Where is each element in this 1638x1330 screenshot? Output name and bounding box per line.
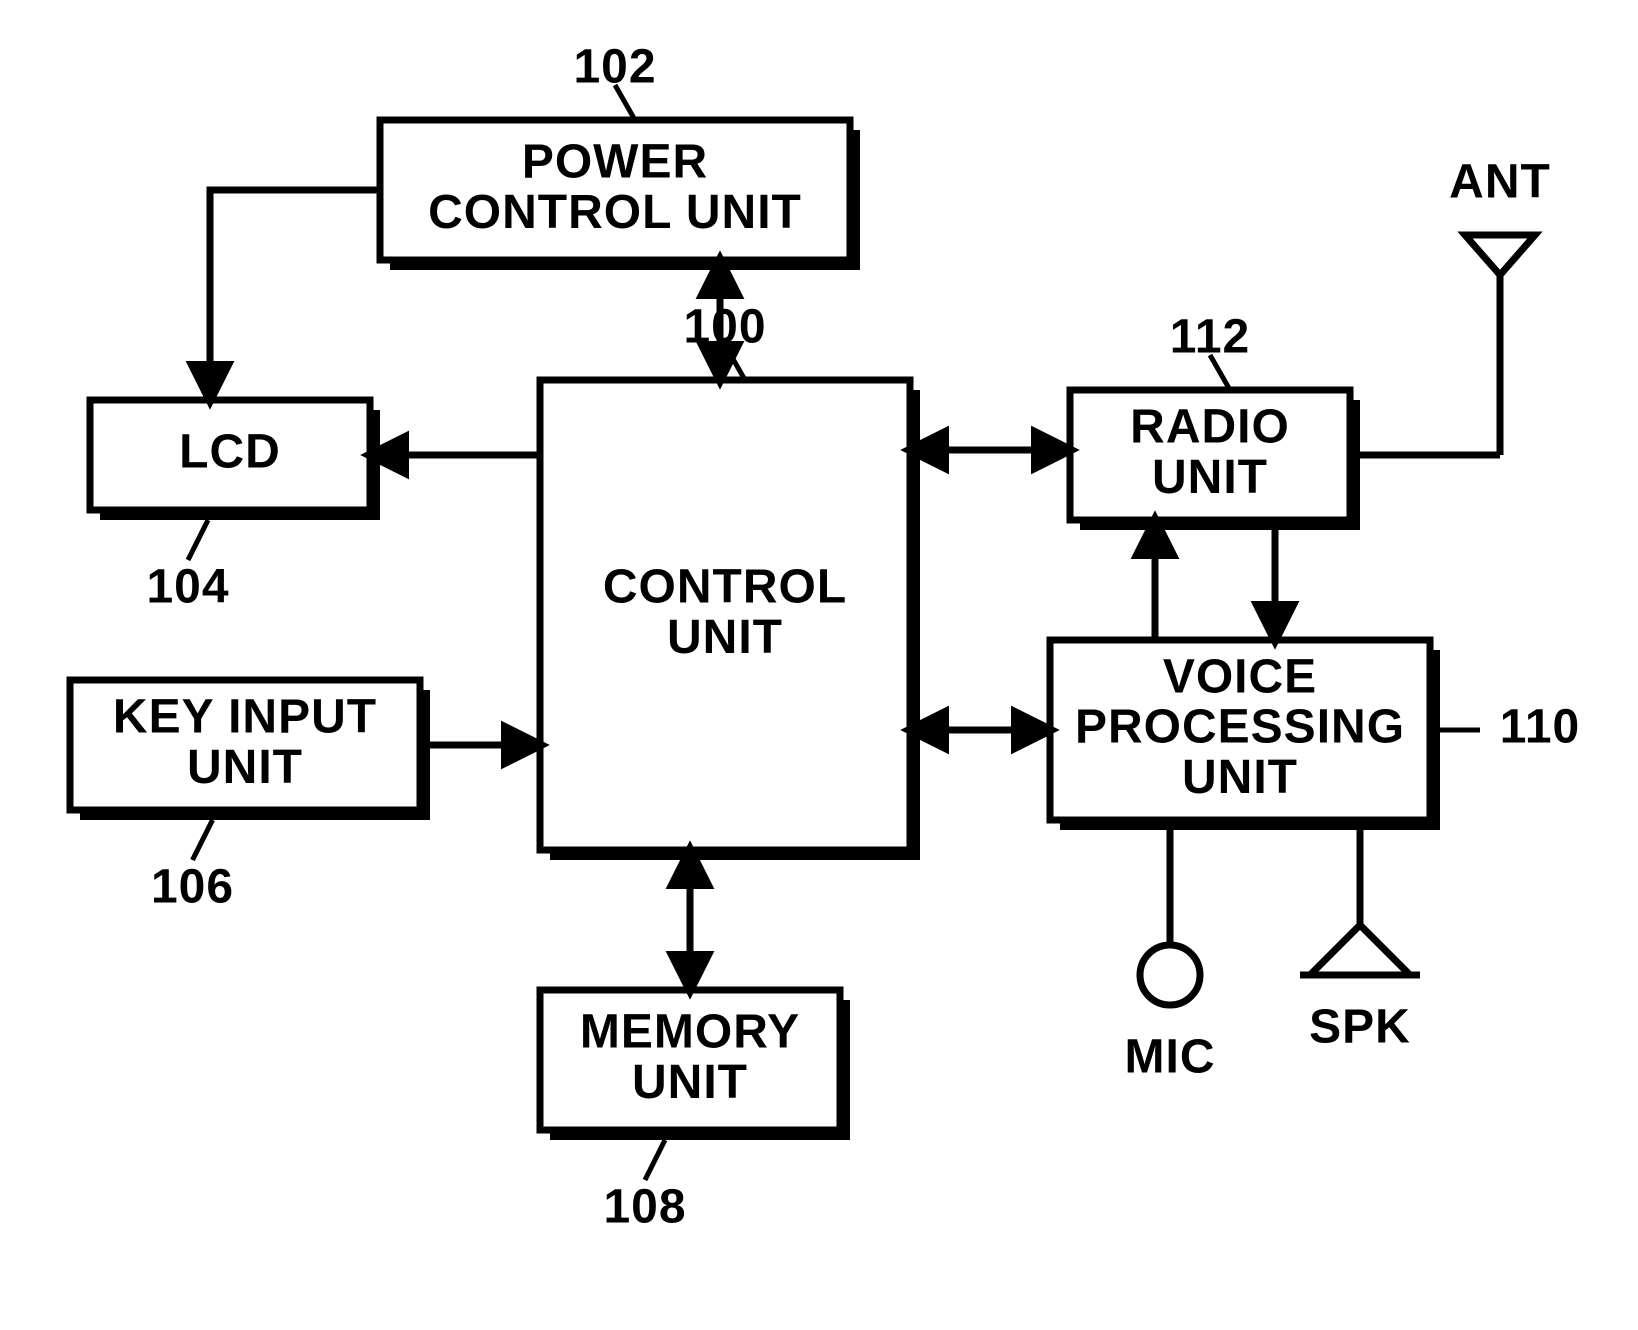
mic-label: MIC bbox=[1125, 1031, 1216, 1084]
control-label: UNIT bbox=[667, 611, 783, 664]
voice-label: PROCESSING bbox=[1075, 701, 1405, 754]
power-label: CONTROL UNIT bbox=[428, 186, 802, 239]
antenna-label: ANT bbox=[1449, 156, 1551, 209]
radio-label: RADIO bbox=[1130, 400, 1290, 453]
lcd-ref: 104 bbox=[146, 561, 229, 614]
voice-label: UNIT bbox=[1182, 751, 1298, 804]
voice-ref: 110 bbox=[1500, 701, 1580, 754]
power-ref: 102 bbox=[573, 41, 656, 94]
control-label: CONTROL bbox=[603, 560, 847, 613]
lcd-label: LCD bbox=[179, 426, 281, 479]
power-label: POWER bbox=[522, 135, 708, 188]
radio-label: UNIT bbox=[1152, 451, 1268, 504]
radio-ref: 112 bbox=[1170, 311, 1250, 364]
key-ref: 106 bbox=[151, 861, 234, 914]
memory-label: UNIT bbox=[632, 1056, 748, 1109]
voice-label: VOICE bbox=[1163, 650, 1317, 703]
memory-ref: 108 bbox=[603, 1181, 686, 1234]
key-label: UNIT bbox=[187, 741, 303, 794]
control-ref: 100 bbox=[683, 301, 766, 354]
memory-label: MEMORY bbox=[580, 1005, 800, 1058]
spk-label: SPK bbox=[1309, 1001, 1411, 1054]
key-label: KEY INPUT bbox=[113, 690, 377, 743]
